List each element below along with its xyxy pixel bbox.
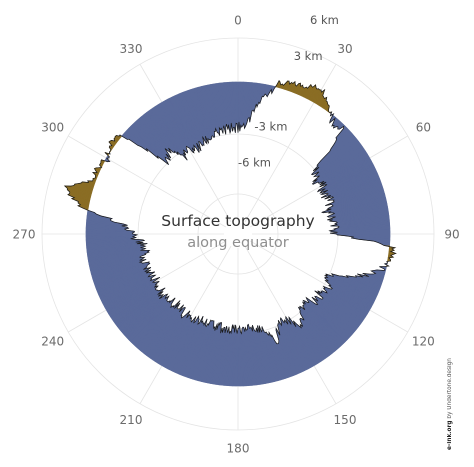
angle-tick-30: 30 xyxy=(337,42,352,56)
angle-ticks: 0 30 60 90 120 150 180 210 240 270 300 330 xyxy=(13,14,460,456)
topography-outline xyxy=(63,79,397,345)
radial-label-3: -6 km xyxy=(238,156,271,170)
angle-tick-210: 210 xyxy=(120,413,143,427)
angle-tick-180: 180 xyxy=(227,442,250,456)
radial-labels: 6 km 3 km -3 km -6 km xyxy=(238,13,339,170)
topography-fills xyxy=(64,79,397,387)
grid-spoke-300 xyxy=(68,135,227,228)
angle-tick-150: 150 xyxy=(334,413,357,427)
chart-subtitle: along equator xyxy=(187,235,289,251)
chart-title: Surface topography xyxy=(161,212,314,230)
angle-tick-300: 300 xyxy=(41,121,64,135)
angle-tick-0: 0 xyxy=(234,14,242,28)
angle-tick-120: 120 xyxy=(412,335,435,349)
angle-tick-90: 90 xyxy=(444,228,459,242)
angle-tick-60: 60 xyxy=(416,121,431,135)
credit-byline: by Undertone.design xyxy=(447,358,453,419)
angle-tick-240: 240 xyxy=(41,335,64,349)
radial-label-2: -3 km xyxy=(254,119,287,133)
radial-label-1: 3 km xyxy=(294,49,323,63)
grid-spoke-120 xyxy=(249,240,408,333)
radial-label-0: 6 km xyxy=(310,13,339,27)
angle-tick-330: 330 xyxy=(120,42,143,56)
angle-tick-270: 270 xyxy=(13,228,36,242)
credit-brand: e-ink.org xyxy=(447,420,453,451)
credit-text: e-ink.org by Undertone.design xyxy=(447,350,461,450)
topography-profile xyxy=(63,79,397,345)
